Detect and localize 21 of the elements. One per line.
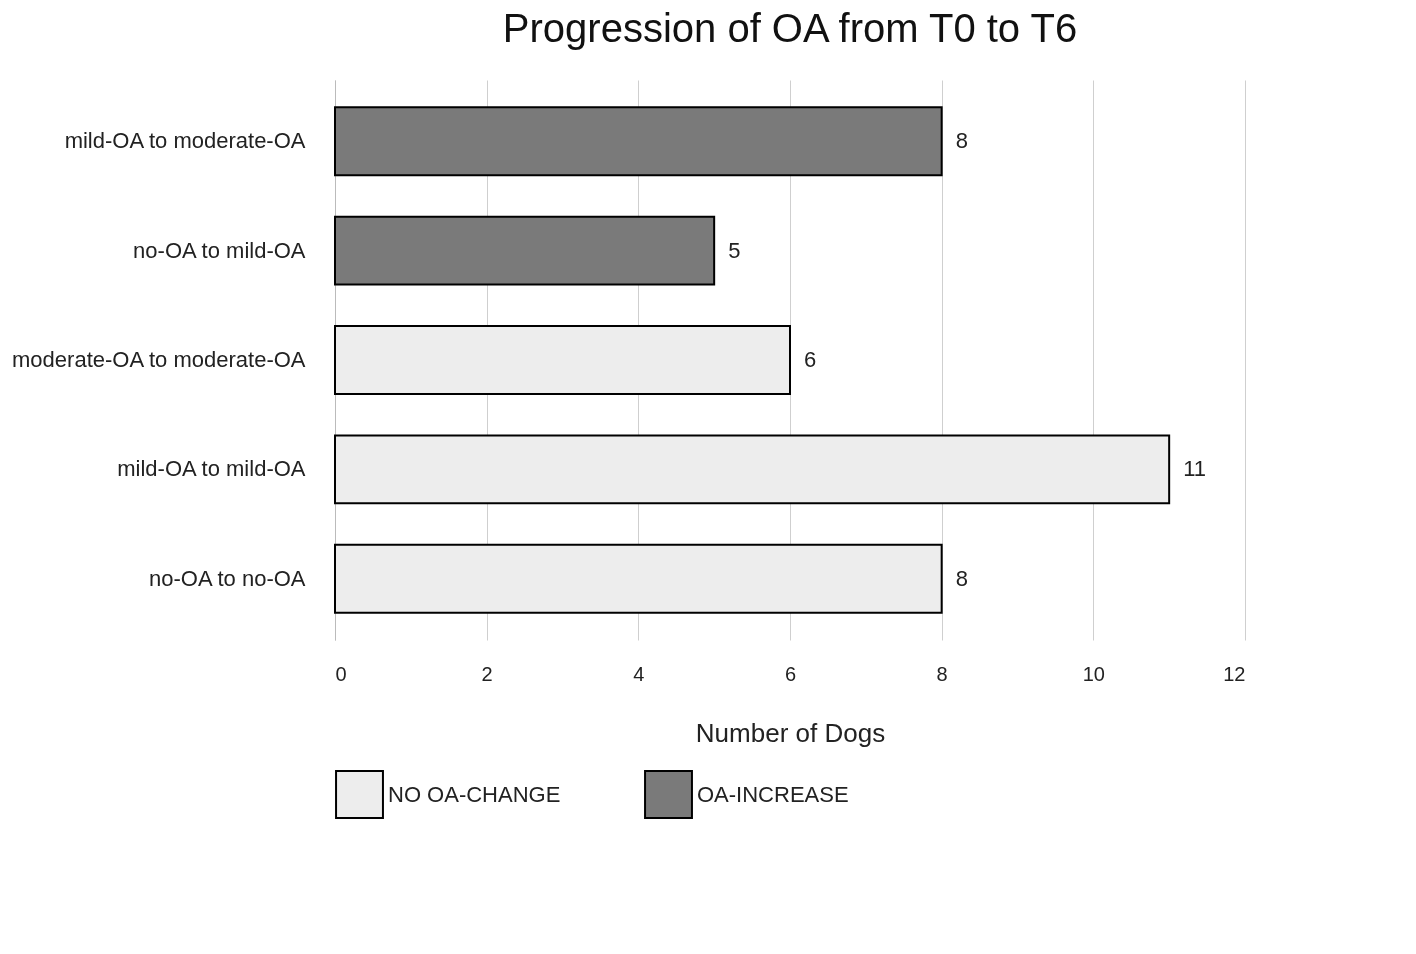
y-tick-label: no-OA to mild-OA (133, 237, 306, 263)
x-tick-label: 2 (481, 662, 493, 685)
x-axis-title: Number of Dogs (695, 717, 886, 748)
y-tick-label: no-OA to no-OA (148, 565, 306, 591)
y-tick-label: mild-OA to moderate-OA (64, 128, 306, 154)
x-tick-label: 4 (633, 662, 645, 685)
x-tick-label: 8 (936, 662, 948, 685)
x-tick-label: 10 (1082, 662, 1105, 685)
y-tick-label: moderate-OA to moderate-OA (12, 347, 306, 372)
data-label: 11 (1183, 456, 1207, 482)
data-label: 8 (955, 565, 968, 591)
legend-label: NO OA-CHANGE (388, 781, 561, 807)
data-label: 8 (955, 128, 968, 154)
chart-title: Progression of OA from T0 to T6 (502, 6, 1078, 50)
y-tick-label: mild-OA to mild-OA (117, 456, 306, 482)
data-label: 5 (728, 237, 741, 263)
x-tick-label: 0 (335, 662, 347, 685)
legend-label: OA-INCREASE (697, 781, 849, 807)
x-tick-label: 12 (1223, 662, 1246, 685)
data-label: 6 (804, 347, 817, 372)
x-tick-label: 6 (784, 662, 797, 685)
